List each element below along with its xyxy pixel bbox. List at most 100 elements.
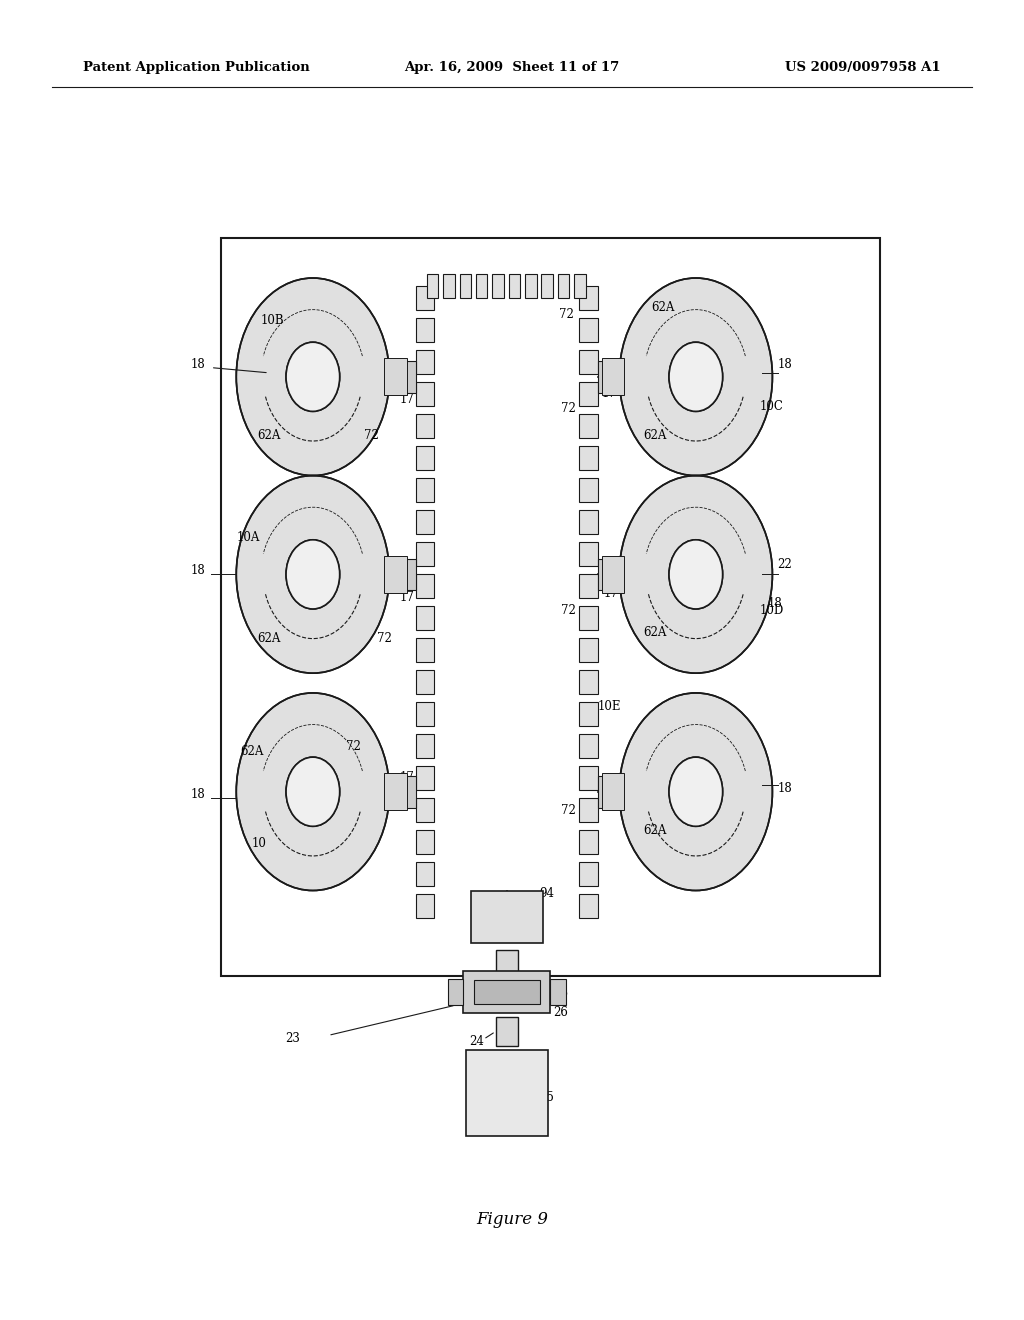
Bar <box>221 239 880 975</box>
Bar <box>466 1049 548 1135</box>
Bar <box>580 766 598 789</box>
Bar <box>416 510 434 533</box>
Bar <box>416 414 434 438</box>
Text: 24: 24 <box>470 1035 484 1048</box>
Circle shape <box>286 758 340 826</box>
Bar <box>580 350 598 374</box>
Bar <box>580 543 598 566</box>
Circle shape <box>620 475 772 673</box>
Bar <box>580 799 598 822</box>
Bar <box>416 318 434 342</box>
Text: 23: 23 <box>285 1032 300 1045</box>
Bar <box>580 286 598 310</box>
Bar <box>598 558 616 590</box>
Text: Patent Application Publication: Patent Application Publication <box>83 61 310 74</box>
Text: 17: 17 <box>399 591 415 603</box>
Bar <box>416 286 434 310</box>
Text: 17: 17 <box>399 771 415 784</box>
Text: Apr. 16, 2009  Sheet 11 of 17: Apr. 16, 2009 Sheet 11 of 17 <box>404 61 620 74</box>
Text: Figure 9: Figure 9 <box>476 1212 548 1229</box>
Text: 36: 36 <box>553 987 568 1001</box>
Text: 17: 17 <box>603 784 618 797</box>
Bar <box>580 574 598 598</box>
Circle shape <box>286 342 340 412</box>
Text: 62A: 62A <box>240 744 263 758</box>
Text: 62A: 62A <box>643 626 667 639</box>
Text: US 2009/0097958 A1: US 2009/0097958 A1 <box>785 61 941 74</box>
Text: 72: 72 <box>561 403 575 416</box>
Bar <box>460 275 471 298</box>
Bar <box>416 381 434 405</box>
Bar <box>384 774 407 810</box>
Bar <box>464 972 550 1012</box>
Bar <box>558 275 569 298</box>
Text: 62A: 62A <box>651 301 675 314</box>
Circle shape <box>669 540 723 609</box>
Bar <box>416 671 434 694</box>
Text: 10A: 10A <box>237 532 260 544</box>
Text: 18: 18 <box>190 788 206 801</box>
Bar <box>580 638 598 661</box>
Bar <box>602 556 625 593</box>
Bar <box>449 978 464 1005</box>
Bar <box>416 638 434 661</box>
Bar <box>525 275 537 298</box>
Circle shape <box>237 279 389 475</box>
Bar <box>416 446 434 470</box>
Bar <box>476 275 487 298</box>
Text: 18: 18 <box>767 598 782 610</box>
Bar <box>580 862 598 886</box>
Text: 62A: 62A <box>257 429 281 442</box>
Bar <box>580 478 598 502</box>
Text: 18: 18 <box>777 781 793 795</box>
Circle shape <box>669 342 723 412</box>
Bar <box>416 478 434 502</box>
Bar <box>580 414 598 438</box>
Bar <box>574 275 586 298</box>
Bar <box>416 350 434 374</box>
Bar <box>496 950 518 978</box>
Text: 18: 18 <box>190 565 206 577</box>
Text: 72: 72 <box>346 739 361 752</box>
Bar <box>474 979 540 1003</box>
Text: 72: 72 <box>561 804 575 817</box>
Text: 17: 17 <box>603 587 618 599</box>
Text: 25: 25 <box>540 1092 554 1105</box>
Bar <box>416 734 434 758</box>
Bar <box>397 558 416 590</box>
Bar <box>598 776 616 808</box>
Text: 18: 18 <box>190 358 206 371</box>
Text: 62A: 62A <box>643 824 667 837</box>
Bar <box>496 1016 518 1045</box>
Bar <box>384 556 407 593</box>
Text: 62A: 62A <box>257 631 281 644</box>
Bar <box>580 894 598 917</box>
Bar <box>427 275 438 298</box>
Text: 72: 72 <box>561 603 575 616</box>
Bar <box>580 830 598 854</box>
Bar <box>416 894 434 917</box>
Bar <box>493 275 504 298</box>
Text: 72: 72 <box>377 631 392 644</box>
Circle shape <box>620 693 772 891</box>
Circle shape <box>286 540 340 609</box>
Circle shape <box>669 342 723 412</box>
Bar <box>397 360 416 392</box>
Bar <box>509 275 520 298</box>
Text: 10C: 10C <box>759 400 783 413</box>
Bar <box>416 799 434 822</box>
Circle shape <box>669 758 723 826</box>
Circle shape <box>669 540 723 609</box>
Bar <box>580 381 598 405</box>
Bar <box>542 275 553 298</box>
Bar <box>416 574 434 598</box>
Bar <box>416 862 434 886</box>
Bar <box>416 543 434 566</box>
Circle shape <box>620 279 772 475</box>
Circle shape <box>286 540 340 609</box>
Bar <box>580 510 598 533</box>
Bar <box>580 606 598 630</box>
Bar <box>416 766 434 789</box>
Text: 10B: 10B <box>260 314 284 327</box>
Text: 10D: 10D <box>759 603 783 616</box>
